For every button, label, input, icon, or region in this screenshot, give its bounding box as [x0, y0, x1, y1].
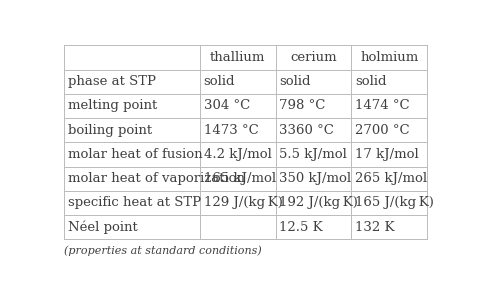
- Text: 2700 °C: 2700 °C: [355, 124, 410, 137]
- Text: molar heat of fusion: molar heat of fusion: [68, 148, 203, 161]
- Text: cerium: cerium: [290, 51, 337, 64]
- Text: phase at STP: phase at STP: [68, 75, 157, 88]
- Text: 17 kJ/mol: 17 kJ/mol: [355, 148, 419, 161]
- Text: solid: solid: [355, 75, 387, 88]
- Text: 1474 °C: 1474 °C: [355, 99, 410, 113]
- Text: 129 J/(kg K): 129 J/(kg K): [204, 197, 283, 209]
- Text: 798 °C: 798 °C: [279, 99, 326, 113]
- Text: 192 J/(kg K): 192 J/(kg K): [279, 197, 358, 209]
- Text: 350 kJ/mol: 350 kJ/mol: [279, 172, 352, 185]
- Text: 165 kJ/mol: 165 kJ/mol: [204, 172, 276, 185]
- Text: Néel point: Néel point: [68, 220, 138, 234]
- Text: 4.2 kJ/mol: 4.2 kJ/mol: [204, 148, 272, 161]
- Text: solid: solid: [204, 75, 235, 88]
- Text: 165 J/(kg K): 165 J/(kg K): [355, 197, 434, 209]
- Text: holmium: holmium: [360, 51, 418, 64]
- Text: 132 K: 132 K: [355, 221, 395, 234]
- Text: 265 kJ/mol: 265 kJ/mol: [355, 172, 427, 185]
- Text: thallium: thallium: [210, 51, 265, 64]
- Text: specific heat at STP: specific heat at STP: [68, 197, 202, 209]
- Text: boiling point: boiling point: [68, 124, 152, 137]
- Text: molar heat of vaporization: molar heat of vaporization: [68, 172, 245, 185]
- Text: solid: solid: [279, 75, 311, 88]
- Text: 1473 °C: 1473 °C: [204, 124, 259, 137]
- Text: 304 °C: 304 °C: [204, 99, 250, 113]
- Text: 3360 °C: 3360 °C: [279, 124, 334, 137]
- Text: (properties at standard conditions): (properties at standard conditions): [64, 245, 262, 255]
- Text: melting point: melting point: [68, 99, 158, 113]
- Text: 5.5 kJ/mol: 5.5 kJ/mol: [279, 148, 347, 161]
- Text: 12.5 K: 12.5 K: [279, 221, 323, 234]
